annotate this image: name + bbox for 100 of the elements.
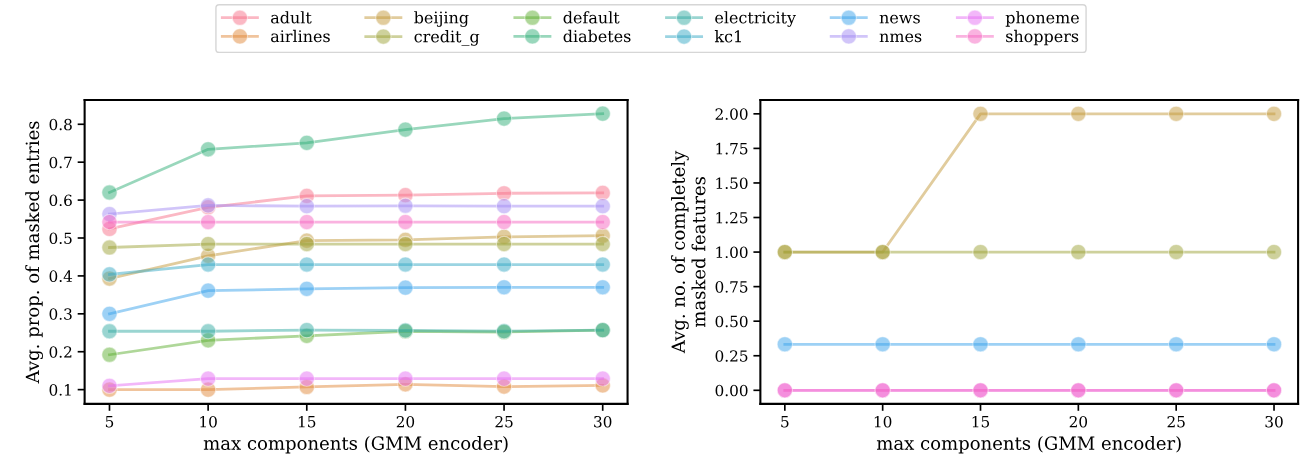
point [101, 323, 118, 340]
point [1167, 105, 1185, 123]
point [397, 197, 414, 214]
y-tick-label: 0.1 [49, 384, 71, 396]
point [1167, 336, 1185, 353]
point [594, 213, 611, 231]
point [594, 279, 611, 296]
point [397, 213, 414, 231]
point [594, 256, 611, 273]
point [199, 282, 217, 299]
point [298, 370, 315, 387]
legend-label: electricity [715, 11, 796, 27]
point [199, 370, 217, 387]
point [101, 305, 118, 323]
point [495, 370, 513, 387]
legend-label: adult [271, 11, 312, 24]
point [1070, 105, 1087, 123]
point [495, 256, 513, 273]
point [101, 266, 118, 283]
point [972, 243, 989, 261]
point [776, 336, 794, 353]
legend-label: beijing [414, 11, 469, 27]
point [199, 213, 217, 231]
point [972, 105, 989, 123]
x-tick-label: 20 [396, 415, 415, 428]
point [594, 370, 611, 387]
point [495, 279, 513, 296]
point [298, 256, 315, 273]
y-tick-label: 2.00 [715, 108, 748, 120]
point [101, 377, 118, 395]
y-tick-label: 0.2 [49, 346, 72, 358]
legend-label: kc1 [714, 30, 741, 43]
x-tick-label: 10 [200, 415, 217, 428]
x-tick-label: 25 [1167, 415, 1185, 428]
point [1070, 336, 1087, 353]
x-tick-label: 30 [1265, 415, 1283, 428]
point [972, 336, 989, 353]
y-axis-title: Avg. prop. of masked entries [25, 121, 43, 384]
point [101, 213, 118, 231]
point [495, 213, 513, 231]
point [1265, 336, 1283, 353]
legend-label: shoppers [1006, 29, 1079, 46]
x-tick-label: 30 [594, 415, 612, 428]
point [495, 110, 513, 127]
point [298, 134, 315, 152]
point [199, 235, 217, 253]
point [397, 121, 414, 138]
y-tick-label: 0.25 [715, 350, 748, 362]
legend-label: diabetes [563, 29, 631, 43]
point [397, 279, 414, 296]
y-tick-label: 0.00 [715, 384, 748, 397]
legend-label: news [879, 14, 920, 24]
y-tick-label: 0.4 [49, 270, 73, 282]
x-tick-label: 20 [1069, 415, 1088, 428]
y-tick-label: 0.3 [49, 308, 72, 320]
point [594, 197, 611, 215]
legend-label: default [563, 11, 620, 24]
point [101, 239, 118, 256]
y-tick-label: 0.6 [49, 194, 72, 207]
legend-label: credit_g [414, 30, 480, 46]
point [874, 336, 891, 353]
point [397, 256, 414, 273]
point [594, 105, 611, 122]
y-axis-title: Avg. no. of completely masked features [671, 150, 706, 354]
point [101, 184, 118, 201]
y-tick-label: 0.75 [715, 281, 748, 293]
y-tick-label: 0.8 [49, 118, 72, 131]
point [298, 197, 315, 215]
x-tick-label: 10 [874, 415, 892, 428]
point [397, 235, 414, 253]
x-tick-label: 15 [972, 415, 990, 428]
x-axis-title: max components (GMM encoder) [876, 436, 1181, 454]
point [199, 256, 217, 273]
y-tick-label: 1.75 [716, 142, 748, 155]
point [298, 213, 315, 231]
point [495, 197, 513, 215]
x-tick-label: 5 [105, 416, 114, 428]
point [495, 235, 513, 253]
legend-label: phoneme [1005, 11, 1079, 27]
x-axis-title: max components (GMM encoder) [203, 436, 508, 454]
point [199, 141, 217, 158]
y-tick-label: 0.50 [715, 315, 748, 328]
point [1070, 243, 1087, 261]
x-tick-label: 25 [495, 415, 513, 428]
point [199, 323, 217, 340]
y-tick-label: 1.25 [716, 211, 748, 224]
point [1265, 243, 1283, 261]
y-tick-label: 1.00 [716, 246, 748, 259]
x-tick-label: 5 [781, 416, 789, 428]
legend-label: nmes [879, 33, 922, 43]
legend-label: airlines [271, 29, 330, 43]
point [397, 370, 414, 387]
point [298, 321, 315, 339]
point [594, 235, 611, 253]
y-tick-label: 0.5 [49, 232, 72, 245]
x-tick-label: 15 [298, 415, 316, 428]
point [101, 346, 118, 363]
point [1167, 243, 1185, 261]
point [298, 235, 315, 253]
y-tick-label: 0.7 [49, 156, 72, 169]
